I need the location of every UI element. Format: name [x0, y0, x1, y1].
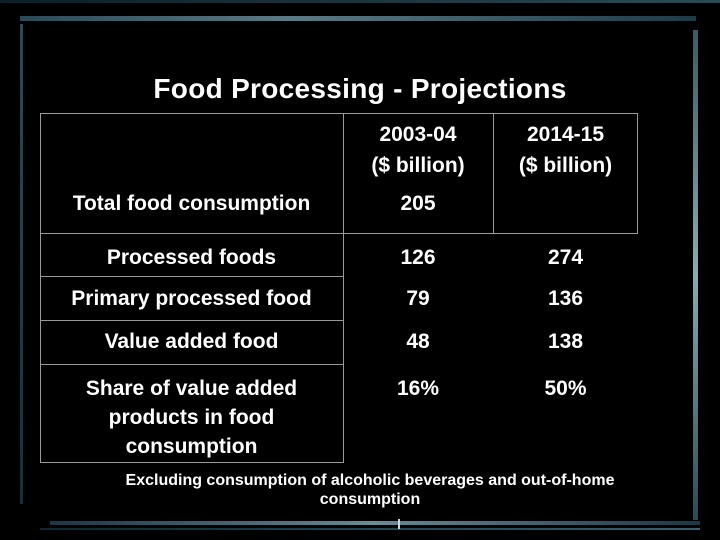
row-value-2014-15: 50%: [544, 377, 587, 400]
table-border-left: [40, 113, 41, 463]
decorative-bottom-bar: [50, 521, 700, 525]
column-unit: ($ billion): [518, 154, 613, 177]
decorative-top-bar-outer: [0, 0, 720, 3]
table-row-divider-4: [40, 364, 344, 365]
decorative-right-bar: [693, 30, 698, 520]
row-value-2014-15: 138: [547, 330, 584, 353]
projections-table: 2003-04 ($ billion) 2014-15 ($ billion) …: [40, 113, 638, 463]
column-header-2003-04: 2003-04 ($ billion): [343, 119, 493, 181]
table-row-divider-2: [40, 276, 344, 277]
decorative-bottom-bar-outer: [40, 528, 700, 530]
table-border-top: [40, 113, 638, 114]
row-label: Primary processed food: [71, 287, 312, 310]
row-value-2003-04: 126: [400, 246, 436, 269]
table-border-bottom: [40, 462, 344, 463]
row-value-2003-04: 79: [406, 287, 430, 310]
decorative-tick: [398, 519, 400, 529]
row-value-2003-04: 48: [406, 330, 430, 353]
column-header-2014-15: 2014-15 ($ billion): [493, 119, 638, 181]
row-label: Processed foods: [106, 246, 277, 269]
row-value-2014-15: 274: [547, 246, 584, 269]
table-row-divider-1: [40, 233, 638, 234]
row-value-2014-15: 136: [547, 287, 584, 310]
table-divider-2: [493, 113, 494, 233]
row-label: Total food consumption: [72, 192, 311, 215]
decorative-top-bar: [20, 16, 696, 21]
footnote: Excluding consumption of alcoholic bever…: [125, 472, 615, 508]
row-label: Value added food: [104, 330, 279, 353]
column-year: 2003-04: [379, 123, 457, 146]
column-unit: ($ billion): [371, 154, 465, 177]
decorative-left-bar: [20, 24, 23, 504]
row-value-2003-04: 205: [400, 192, 436, 215]
slide-title: Food Processing - Projections: [153, 73, 567, 104]
table-divider-1: [343, 113, 344, 463]
column-year: 2014-15: [526, 123, 605, 146]
row-value-2003-04: 16%: [396, 377, 440, 400]
row-label: Share of value added products in food co…: [85, 377, 298, 458]
table-row-divider-3: [40, 320, 344, 321]
table-border-right: [637, 113, 638, 233]
